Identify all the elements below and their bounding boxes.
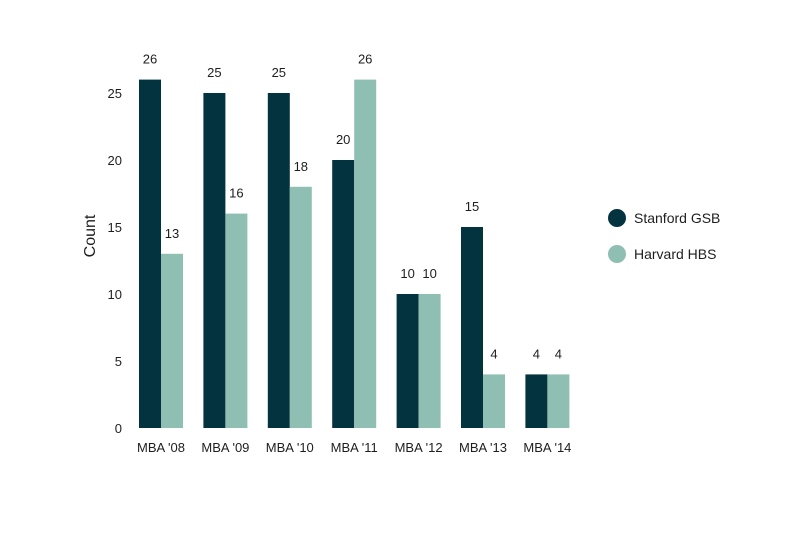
data-label-harvard-3: 26 (358, 52, 372, 67)
x-tick-label-6: MBA '14 (523, 440, 571, 455)
legend-label-harvard: Harvard HBS (634, 246, 716, 262)
data-label-stanford-2: 25 (272, 65, 286, 80)
data-label-harvard-5: 4 (490, 346, 497, 361)
data-label-stanford-4: 10 (400, 266, 414, 281)
bar-stanford-3 (332, 160, 355, 428)
bar-stanford-5 (461, 227, 483, 428)
x-tick-label-5: MBA '13 (459, 440, 507, 455)
data-label-stanford-5: 15 (465, 199, 479, 214)
x-tick-label-4: MBA '12 (395, 440, 443, 455)
bar-stanford-4 (396, 294, 419, 428)
data-label-harvard-6: 4 (555, 346, 562, 361)
bar-harvard-5 (483, 374, 505, 428)
x-tick-label-2: MBA '10 (266, 440, 314, 455)
bar-harvard-6 (547, 374, 570, 428)
bar-stanford-2 (267, 93, 290, 428)
data-label-harvard-0: 13 (165, 226, 179, 241)
y-axis: 0 5 10 15 20 25 (108, 86, 122, 436)
y-tick-label-5: 5 (115, 354, 122, 369)
data-label-harvard-1: 16 (229, 186, 243, 201)
bar-stanford-1 (203, 93, 226, 428)
x-axis: MBA '08 MBA '09 MBA '10 MBA '11 MBA '12 MBA '… (137, 440, 571, 455)
bar-stanford-0 (139, 79, 161, 428)
y-tick-label-25: 25 (108, 86, 122, 101)
legend-swatch-stanford (608, 209, 626, 227)
bar-harvard-0 (161, 253, 183, 428)
data-label-stanford-3: 20 (336, 132, 350, 147)
y-tick-label-0: 0 (115, 421, 122, 436)
data-label-harvard-4: 10 (422, 266, 436, 281)
x-tick-label-1: MBA '09 (201, 440, 249, 455)
legend-swatch-harvard (608, 245, 626, 263)
legend: Stanford GSB Harvard HBS (608, 209, 720, 263)
data-label-harvard-2: 18 (294, 159, 308, 174)
x-tick-label-3: MBA '11 (331, 440, 378, 455)
data-label-stanford-6: 4 (533, 346, 540, 361)
y-tick-label-10: 10 (108, 287, 122, 302)
bars-group (139, 79, 570, 428)
bar-harvard-3 (354, 79, 377, 428)
bar-harvard-4 (418, 294, 441, 428)
y-tick-label-15: 15 (108, 220, 122, 235)
y-tick-label-20: 20 (108, 153, 122, 168)
legend-label-stanford: Stanford GSB (634, 210, 720, 226)
data-label-stanford-1: 25 (207, 65, 221, 80)
bar-stanford-6 (525, 374, 548, 428)
data-label-stanford-0: 26 (143, 52, 157, 67)
y-axis-title: Count (82, 214, 99, 257)
bar-harvard-1 (225, 213, 248, 428)
bar-harvard-2 (289, 186, 312, 428)
x-tick-label-0: MBA '08 (137, 440, 185, 455)
